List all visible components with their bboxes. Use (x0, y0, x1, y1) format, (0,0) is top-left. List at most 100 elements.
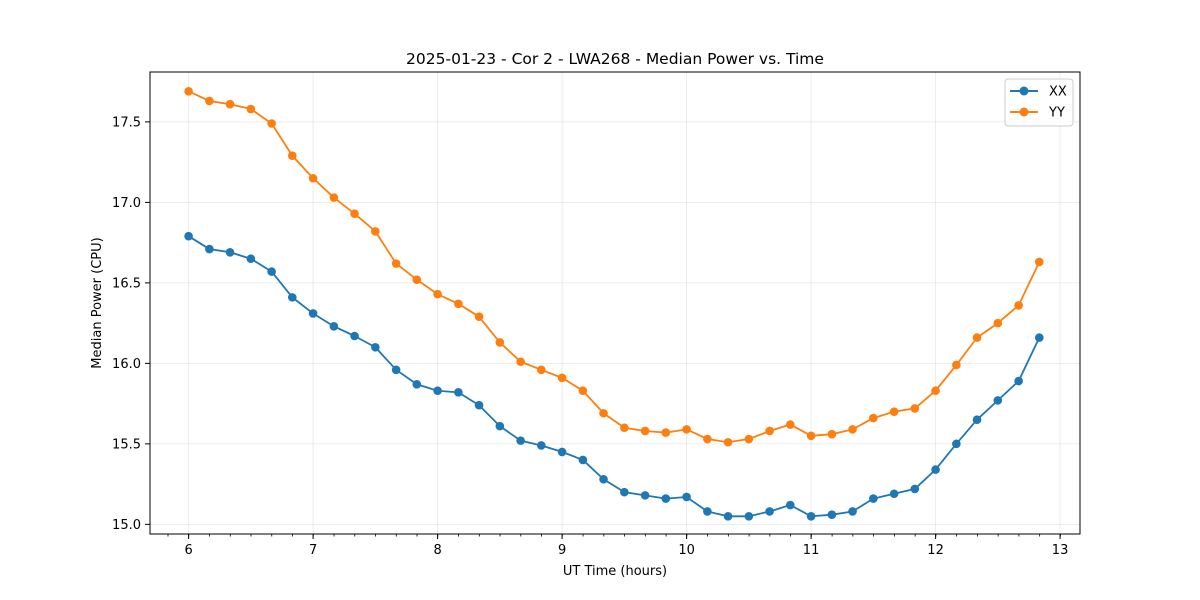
data-point-xx (308, 309, 318, 318)
data-point-xx (578, 455, 588, 465)
data-point-yy (578, 386, 588, 396)
data-point-yy (972, 333, 982, 342)
data-point-xx (184, 231, 193, 241)
legend-marker-yy (1019, 107, 1029, 117)
data-point-yy (288, 151, 297, 161)
data-point-yy (516, 357, 525, 367)
data-point-xx (599, 474, 608, 484)
data-point-yy (889, 407, 899, 416)
data-point-xx (557, 447, 567, 457)
data-point-xx (682, 492, 691, 502)
data-point-yy (454, 299, 463, 309)
y-axis-label: Median Power (CPU) (90, 237, 105, 368)
data-point-yy (848, 425, 857, 434)
y-tick-label: 17.0 (112, 196, 141, 211)
data-point-xx (329, 322, 339, 331)
data-point-xx (474, 400, 484, 410)
data-point-xx (993, 396, 1003, 405)
data-point-yy (308, 173, 318, 183)
data-point-yy (910, 404, 920, 413)
data-point-xx (620, 487, 629, 497)
data-point-yy (744, 434, 754, 444)
axis-layer: 6 7 8 9 10 11 12 13 15.0 15.5 16.0 16.5 17.0 17.5 (112, 115, 1068, 558)
data-point-xx (391, 365, 401, 375)
data-point-xx (703, 507, 712, 516)
data-point-xx (661, 494, 671, 503)
data-point-yy (703, 434, 712, 444)
data-point-xx (827, 510, 837, 519)
data-point-yy (682, 425, 691, 434)
data-point-yy (412, 275, 422, 284)
x-tick-label: 10 (678, 543, 695, 558)
data-point-xx (1014, 376, 1023, 386)
data-point-yy (931, 386, 940, 396)
data-point-xx (454, 388, 463, 397)
x-tick-label: 12 (927, 543, 944, 558)
data-point-xx (848, 507, 857, 516)
data-point-yy (869, 413, 878, 423)
data-point-xx (246, 254, 256, 264)
data-point-xx (869, 494, 878, 503)
data-point-yy (723, 437, 733, 447)
data-point-yy (1014, 301, 1023, 310)
data-point-yy (205, 96, 214, 106)
data-point-xx (723, 511, 733, 521)
data-point-yy (993, 318, 1003, 328)
data-point-yy (433, 289, 442, 299)
data-point-yy (620, 423, 629, 433)
y-tick-label: 15.0 (112, 518, 141, 533)
data-point-xx (744, 511, 754, 521)
data-point-yy (495, 338, 505, 347)
data-point-xx (910, 484, 920, 494)
data-point-yy (765, 426, 774, 436)
data-point-yy (661, 428, 671, 437)
data-point-yy (557, 373, 567, 383)
data-point-yy (184, 87, 193, 96)
legend-label-xx: XX (1049, 85, 1067, 100)
data-point-yy (599, 408, 608, 418)
data-point-xx (225, 247, 235, 257)
y-tick-label: 15.5 (112, 437, 141, 452)
data-point-yy (391, 259, 401, 268)
x-tick-label: 6 (184, 543, 192, 558)
x-tick-label: 11 (803, 543, 820, 558)
legend-label-yy: YY (1048, 106, 1065, 121)
data-point-xx (806, 511, 816, 521)
data-point-xx (433, 386, 442, 396)
data-point-yy (806, 431, 816, 441)
data-point-yy (952, 360, 961, 370)
data-point-yy (225, 99, 235, 109)
data-point-xx (640, 491, 650, 500)
data-point-xx (288, 293, 297, 302)
data-point-yy (246, 104, 256, 114)
data-point-xx (765, 507, 774, 516)
data-point-xx (889, 489, 899, 499)
data-point-xx (495, 421, 505, 431)
data-point-yy (267, 119, 276, 128)
data-point-xx (205, 244, 214, 254)
data-point-yy (371, 227, 380, 236)
data-point-xx (1034, 333, 1044, 342)
data-point-xx (371, 342, 380, 352)
y-tick-label: 16.5 (112, 276, 141, 291)
data-point-yy (640, 426, 650, 436)
data-point-xx (972, 415, 982, 425)
data-point-yy (827, 429, 837, 439)
x-tick-label: 7 (309, 543, 317, 558)
data-point-xx (785, 500, 795, 510)
data-point-xx (952, 439, 961, 449)
x-tick-label: 8 (433, 543, 441, 558)
x-tick-label: 13 (1052, 543, 1069, 558)
data-point-xx (267, 267, 276, 276)
data-point-xx (931, 465, 940, 474)
legend-marker-xx (1019, 86, 1029, 96)
data-point-xx (350, 331, 359, 341)
series-layer (184, 87, 1044, 521)
data-point-yy (350, 209, 359, 218)
data-point-yy (785, 420, 795, 429)
x-axis-label: UT Time (hours) (563, 564, 667, 579)
data-point-yy (474, 312, 484, 321)
x-tick-label: 9 (558, 543, 566, 558)
